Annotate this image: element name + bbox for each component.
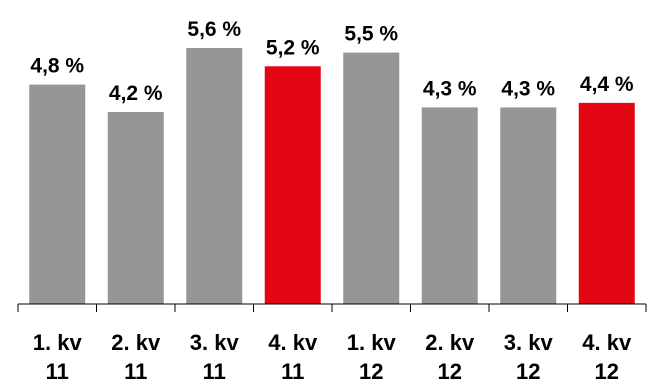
- bar-value-label-5: 5,5 %: [344, 23, 398, 46]
- bars: [29, 48, 635, 305]
- bar-2: [107, 112, 164, 304]
- x-tick-label-6: 2. kv 12: [425, 330, 475, 384]
- bar-value-label-2: 4,2 %: [109, 82, 163, 105]
- bar-6: [421, 107, 478, 304]
- bar-4: [264, 66, 321, 305]
- bar-value-label-6: 4,3 %: [423, 77, 477, 100]
- value-labels: 4,8 % 4,2 % 5,6 % 5,2 % 5,5 % 4,3 % 4,3 % 4,4 %: [30, 18, 634, 105]
- x-tick-label-8: 4. kv 12: [582, 330, 632, 384]
- x-tick-label-1: 1. kv 11: [33, 330, 83, 384]
- bar-7: [500, 107, 557, 304]
- bar-value-label-3: 5,6 %: [187, 18, 241, 41]
- x-tick-label-7: 3. kv 12: [504, 330, 554, 384]
- bar-1: [29, 84, 86, 304]
- bar-5: [343, 52, 400, 305]
- x-tick-label-3: 3. kv 11: [190, 330, 240, 384]
- x-axis-ticks: [17, 304, 647, 312]
- bar-3: [186, 48, 243, 304]
- x-tick-label-5: 1. kv 12: [347, 330, 397, 384]
- bar-value-label-4: 5,2 %: [266, 36, 320, 59]
- bar-value-label-1: 4,8 %: [30, 55, 84, 78]
- bar-value-label-7: 4,3 %: [501, 77, 555, 100]
- x-axis-tick-labels: 1. kv 11 2. kv 11 3. kv 11 4. kv 11 1. kv 12 2. kv…: [33, 330, 632, 384]
- x-tick-label-4: 4. kv 11: [268, 330, 318, 384]
- bar-value-label-8: 4,4 %: [580, 73, 634, 96]
- bar-8: [578, 102, 635, 304]
- x-tick-label-2: 2. kv 11: [111, 330, 161, 384]
